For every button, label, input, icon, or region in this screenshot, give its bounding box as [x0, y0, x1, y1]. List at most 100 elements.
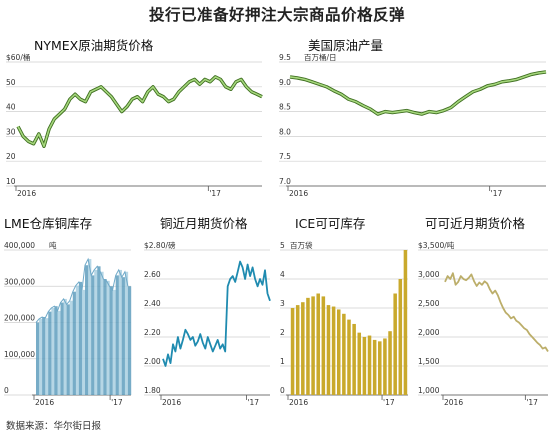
nymex-ytick-label: 50	[6, 78, 16, 87]
cocoa-futures-series-line	[444, 272, 549, 352]
nymex-title: NYMEX原油期货价格	[34, 38, 154, 53]
nymex-ytick-label: 10	[6, 177, 16, 186]
ice-stocks-ytick-label: 0	[280, 386, 285, 395]
nymex-ytick-label: $60/桶	[6, 52, 30, 62]
cocoa-futures-xtick-label: 2016	[444, 398, 463, 407]
ice-stocks-bar	[378, 341, 382, 395]
ice-stocks-bar	[398, 279, 403, 395]
ice-stocks-bar	[347, 319, 351, 395]
lme-stocks-column	[66, 304, 70, 395]
lme-stocks-column	[57, 310, 61, 395]
us-output-ytick-label: 7.5	[279, 152, 291, 161]
lme-stocks-ytick-label: 200,000	[4, 314, 35, 323]
cocoa-futures-ytick-label: 2,500	[418, 299, 440, 308]
ice-stocks-bar	[336, 309, 341, 395]
ice-stocks-bar	[403, 250, 408, 395]
copper-futures-ytick-label: 2.40	[144, 299, 161, 308]
cocoa-futures-ytick-label: 3,000	[418, 270, 440, 279]
nymex-ytick-label: 40	[6, 103, 16, 112]
us-output-series-line	[289, 71, 547, 115]
copper-futures-xtick-label: 2016	[162, 398, 181, 407]
ice-stocks-bar	[367, 335, 372, 395]
ice-stocks-ytick-label: 1	[280, 357, 285, 366]
lme-stocks-column	[121, 277, 126, 395]
lme-stocks-unit-label: 吨	[49, 240, 57, 250]
us-output-ytick-label: 7.0	[279, 177, 291, 186]
us-output-ytick-label: 9.0	[279, 78, 291, 87]
us-output-xtick-label: '17	[491, 189, 503, 198]
ice-stocks-bar	[306, 297, 310, 395]
us-output-ytick-label: 8.0	[279, 127, 291, 136]
ice-stocks-bar	[352, 323, 356, 395]
copper-futures-ytick-label: 2.20	[144, 328, 161, 337]
us-output-title: 美国原油产量	[308, 38, 383, 53]
copper-futures-ytick-label: 2.00	[144, 357, 161, 366]
ice-stocks-bar	[331, 306, 336, 395]
lme-stocks-column	[91, 275, 95, 395]
nymex-series-line	[17, 76, 263, 148]
lme-stocks-xtick-label: '17	[111, 398, 123, 407]
ice-stocks-bar	[290, 308, 295, 395]
us-output-xtick-label: 2016	[289, 189, 308, 198]
ice-stocks-ytick-label: 4	[280, 270, 285, 279]
lme-stocks-column	[106, 280, 110, 395]
cocoa-futures-ytick-label: 2,000	[418, 328, 440, 337]
lme-stocks-column	[100, 271, 104, 395]
lme-stocks-column	[88, 259, 92, 395]
lme-stocks-column	[75, 285, 80, 395]
copper-futures-ytick-label: 2.60	[144, 270, 161, 279]
lme-stocks-ytick-label: 100,000	[4, 350, 35, 359]
nymex-ytick-label: 30	[6, 127, 16, 136]
lme-stocks-xtick-label: 2016	[35, 398, 54, 407]
ice-stocks-bar	[316, 293, 320, 395]
nymex-xtick-label: '17	[209, 189, 221, 198]
ice-stocks-bar	[321, 296, 326, 395]
ice-stocks-ytick-label: 5	[280, 241, 285, 250]
ice-stocks-bar	[326, 305, 331, 395]
copper-futures-series-line	[162, 260, 271, 367]
lme-stocks-column	[97, 266, 101, 395]
ice-stocks-unit-label: 百万袋	[290, 240, 313, 250]
lme-stocks-column	[78, 281, 83, 395]
ice-stocks-xtick-label: '17	[383, 398, 395, 407]
ice-stocks-bar	[295, 305, 300, 395]
lme-stocks-column	[81, 289, 86, 395]
us-output-ytick-label: 8.5	[279, 103, 291, 112]
cocoa-futures-title: 可可近月期货价格	[425, 216, 526, 231]
ice-stocks-ytick-label: 3	[280, 299, 285, 308]
copper-futures-title: 铜近月期货价格	[160, 216, 248, 231]
lme-stocks-column	[109, 286, 113, 395]
ice-stocks-bar	[393, 293, 397, 395]
lme-stocks-ytick-label: 0	[4, 386, 9, 395]
us-output-ytick-label: 9.5	[279, 53, 291, 62]
lme-stocks-column	[118, 269, 123, 395]
ice-stocks-title: ICE可可库存	[295, 216, 365, 231]
us-output-series-outline	[289, 70, 547, 116]
lme-stocks-column	[60, 302, 64, 395]
main-title: 投行已准备好押注大宗商品价格反弹	[148, 6, 405, 24]
ice-stocks-bar	[342, 313, 346, 395]
ice-stocks-bar	[372, 339, 377, 395]
lme-stocks-column	[54, 306, 58, 395]
lme-stocks-column	[94, 269, 98, 395]
lme-stocks-column	[127, 286, 132, 395]
lme-stocks-outline	[35, 257, 129, 323]
ice-stocks-xtick-label: 2016	[289, 398, 308, 407]
nymex-ytick-label: 20	[6, 152, 16, 161]
source-note: 数据来源：华尔街日报	[6, 421, 102, 432]
lme-stocks-ytick-label: 400,000	[4, 241, 35, 250]
lme-stocks-column	[36, 322, 40, 395]
lme-stocks-column	[63, 298, 67, 395]
ice-stocks-bar	[357, 332, 362, 395]
ice-stocks-ytick-label: 2	[280, 328, 285, 337]
lme-stocks-column	[72, 291, 77, 395]
ice-stocks-bar	[301, 302, 305, 395]
lme-stocks-column	[124, 271, 129, 395]
us-output-unit-label: 百万桶/日	[304, 52, 337, 62]
ice-stocks-bar	[311, 296, 315, 395]
ice-stocks-bar	[388, 331, 392, 395]
lme-stocks-column	[51, 308, 55, 395]
cocoa-futures-ytick-label: 1,500	[418, 357, 440, 366]
lme-stocks-column	[45, 318, 49, 395]
